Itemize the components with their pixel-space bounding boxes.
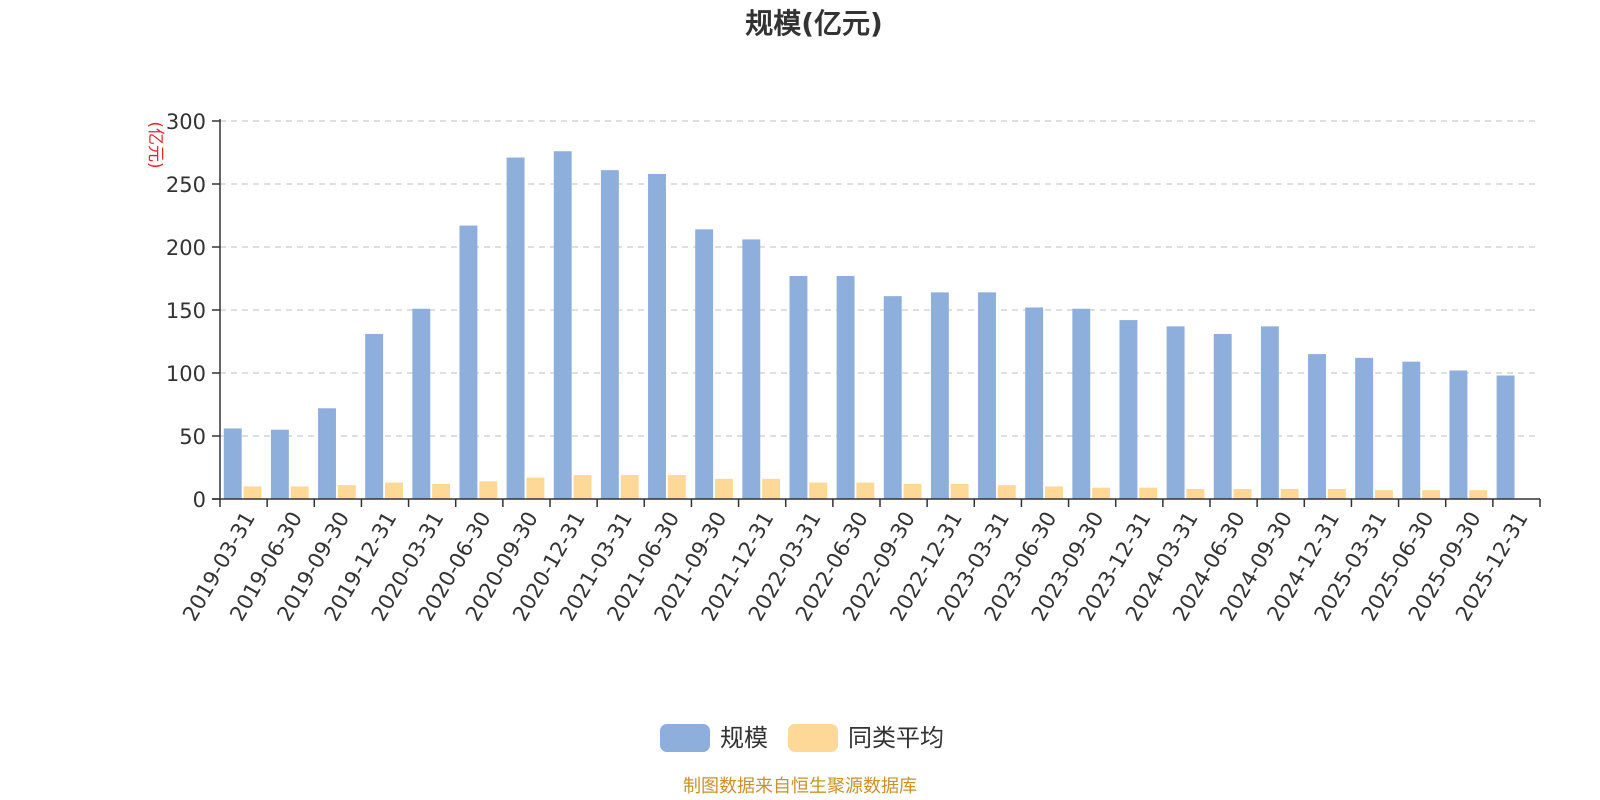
bar-scale-2024-12-31 (1308, 354, 1326, 499)
bar-peer-average-2020-06-30 (479, 481, 498, 499)
bar-scale-2019-09-30 (318, 408, 336, 499)
y-axis-ticks: 0 50 100 150 200 250 300 (166, 110, 220, 512)
bar-scale-2024-03-31 (1166, 326, 1185, 499)
legend-label-scale[interactable]: 规模 (720, 724, 768, 752)
bar-peer-average-2019-12-31 (385, 482, 403, 499)
bar-peer-average-2023-12-31 (1139, 487, 1158, 499)
legend: 规模 同类平均 (660, 724, 944, 752)
bar-peer-average-2021-06-30 (667, 475, 686, 499)
bar-peer-average-2019-06-30 (290, 486, 309, 499)
bar-scale-2023-09-30 (1072, 308, 1091, 499)
bar-scale-2020-03-31 (412, 308, 431, 499)
bar-scale-2021-09-30 (695, 229, 714, 500)
bar-peer-average-2024-12-31 (1327, 488, 1346, 499)
bar-scale-2020-12-31 (553, 151, 572, 500)
bar-peer-average-2022-06-30 (856, 482, 875, 499)
bar-scale-2023-06-30 (1025, 307, 1044, 499)
bar-peer-average-2023-06-30 (1045, 486, 1063, 499)
bar-peer-average-2019-09-30 (337, 485, 356, 499)
bar-scale-2023-03-31 (978, 292, 996, 499)
bar-peer-average-2022-12-31 (950, 483, 969, 499)
bar-scale-2022-09-30 (883, 296, 902, 499)
bar-scale-2024-09-30 (1260, 326, 1279, 499)
bar-scale-2022-12-31 (930, 292, 949, 499)
bar-peer-average-2020-03-31 (432, 483, 451, 499)
bar-scale-2024-06-30 (1213, 333, 1232, 499)
bar-scale-2019-03-31 (223, 428, 242, 499)
bar-peer-average-2019-03-31 (243, 486, 262, 499)
y-tick-label-0: 0 (193, 488, 206, 512)
bar-peer-average-2023-03-31 (997, 485, 1016, 499)
bar-peer-average-2021-12-31 (762, 478, 781, 499)
bar-peer-average-2024-03-31 (1186, 488, 1205, 499)
bar-peer-average-2025-03-31 (1375, 490, 1393, 499)
y-tick-label-50: 50 (179, 425, 206, 449)
bar-peer-average-2024-06-30 (1233, 488, 1252, 499)
bar-scale-2021-03-31 (600, 170, 619, 499)
bar-peer-average-2025-09-30 (1469, 490, 1488, 499)
bar-peer-average-2025-06-30 (1422, 490, 1441, 499)
bar-scale-2019-12-31 (365, 333, 384, 499)
legend-swatch-peer-average[interactable] (788, 724, 838, 752)
bar-peer-average-2022-03-31 (809, 482, 828, 499)
bar-scale-2023-12-31 (1119, 320, 1138, 499)
y-axis-unit-label: (亿元) (145, 121, 165, 168)
bars (223, 151, 1515, 500)
y-tick-label-250: 250 (166, 173, 206, 197)
y-tick-label-100: 100 (166, 362, 206, 386)
y-tick-label-150: 150 (166, 299, 206, 323)
bar-scale-2025-09-30 (1449, 370, 1468, 499)
legend-swatch-scale[interactable] (660, 724, 710, 752)
y-tick-label-200: 200 (166, 236, 206, 260)
bar-scale-2022-06-30 (836, 275, 855, 499)
bar-scale-2025-12-31 (1496, 375, 1515, 499)
bar-scale-2019-06-30 (270, 429, 289, 499)
legend-label-peer-average[interactable]: 同类平均 (848, 724, 944, 752)
x-axis-ticks: 2019-03-312019-06-302019-09-302019-12-31… (178, 499, 1541, 625)
bar-peer-average-2022-09-30 (903, 483, 922, 499)
bar-scale-2025-06-30 (1402, 361, 1421, 499)
bar-peer-average-2021-09-30 (715, 478, 733, 499)
bar-scale-2020-06-30 (459, 225, 478, 499)
bar-scale-2022-03-31 (789, 275, 808, 499)
axes (212, 119, 1540, 500)
bar-scale-2020-09-30 (506, 157, 525, 500)
bar-peer-average-2020-09-30 (526, 477, 545, 499)
bar-scale-2025-03-31 (1355, 357, 1374, 499)
bar-peer-average-2020-12-31 (573, 475, 592, 499)
y-tick-label-300: 300 (166, 110, 206, 134)
chart-title: 规模(亿元) (745, 7, 883, 40)
data-source-note: 制图数据来自恒生聚源数据库 (683, 776, 917, 797)
bar-scale-2021-06-30 (648, 173, 666, 500)
bar-scale-2021-12-31 (742, 239, 761, 499)
bar-peer-average-2021-03-31 (620, 475, 639, 499)
bar-peer-average-2023-09-30 (1092, 487, 1111, 499)
bar-peer-average-2024-09-30 (1280, 488, 1299, 499)
